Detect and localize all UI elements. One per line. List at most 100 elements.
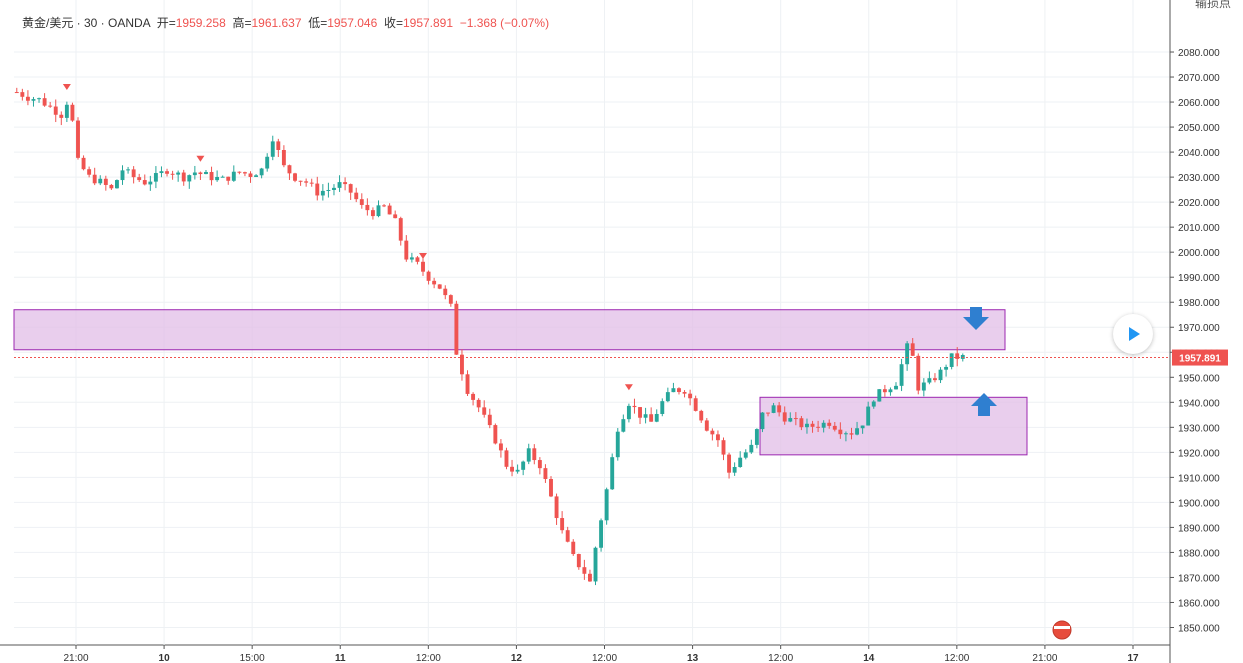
- candle-body: [137, 177, 142, 181]
- candle-body: [838, 429, 843, 435]
- candle-body: [348, 184, 353, 193]
- candle-body: [270, 141, 275, 157]
- x-tick-label: 21:00: [1032, 653, 1057, 663]
- close-label: 收=: [383, 16, 403, 30]
- candle-body: [432, 280, 437, 285]
- candle-body: [582, 567, 587, 574]
- candles: [14, 87, 965, 586]
- candle-body: [944, 366, 949, 370]
- event-flag-stripe: [1054, 626, 1070, 629]
- candle-body: [649, 414, 654, 422]
- candle-body: [387, 205, 392, 215]
- candle-body: [265, 156, 270, 169]
- candle-body: [226, 176, 231, 181]
- candle-body: [938, 369, 943, 381]
- candle-body: [699, 410, 704, 421]
- candle-body: [42, 98, 47, 106]
- candle-body: [599, 520, 604, 548]
- candle-body: [64, 104, 69, 118]
- candle-body: [910, 343, 915, 356]
- candle-body: [921, 382, 926, 391]
- candle-body: [409, 257, 414, 260]
- candle-body: [354, 192, 359, 200]
- candle-body: [359, 199, 364, 205]
- candle-body: [905, 343, 910, 365]
- candle-body: [204, 171, 208, 175]
- y-tick-label: 2050.000: [1178, 123, 1220, 134]
- candle-body: [916, 355, 921, 391]
- candle-body: [181, 172, 186, 182]
- candle-body: [114, 180, 119, 189]
- candle-body: [626, 405, 631, 420]
- candle-body: [843, 433, 848, 435]
- candle-body: [259, 168, 264, 176]
- x-tick-label: 11: [335, 653, 346, 663]
- y-tick-label: 2010.000: [1178, 223, 1220, 234]
- x-tick-label: 12:00: [592, 653, 617, 663]
- candle-body: [287, 165, 292, 174]
- candle-body: [209, 171, 214, 181]
- candle-body: [526, 448, 531, 462]
- candle-body: [888, 389, 893, 393]
- candle-body: [638, 407, 642, 418]
- candle-body: [693, 398, 698, 411]
- candle-body: [554, 496, 559, 519]
- y-tick-label: 1940.000: [1178, 398, 1220, 409]
- candle-body: [220, 176, 225, 178]
- chart-legend: 黄金/美元 · 30 · OANDA 开=1959.258 高=1961.637…: [22, 14, 549, 31]
- x-tick-label: 12:00: [416, 653, 441, 663]
- candle-body: [565, 530, 570, 542]
- candle-body: [153, 173, 158, 182]
- y-tick-label: 1920.000: [1178, 448, 1220, 459]
- candle-body: [298, 180, 303, 182]
- y-tick-label: 2000.000: [1178, 248, 1220, 259]
- candle-body: [832, 425, 837, 430]
- candle-body: [510, 466, 514, 472]
- x-tick-label: 13: [687, 653, 699, 663]
- candle-body: [604, 489, 609, 521]
- candle-body: [365, 204, 370, 211]
- candle-body: [855, 428, 860, 435]
- resistance-zone: [13, 309, 1006, 351]
- candle-body: [799, 418, 804, 428]
- candle-body: [198, 172, 203, 175]
- candle-body: [126, 169, 131, 171]
- candle-body: [304, 181, 309, 183]
- candle-body: [103, 178, 108, 185]
- candle-body: [437, 284, 442, 289]
- sell-marker: [62, 84, 71, 91]
- candle-body: [955, 353, 960, 359]
- candle-body: [393, 214, 398, 219]
- candle-body: [704, 420, 709, 431]
- candle-body: [176, 172, 181, 175]
- down-arrow-icon: [963, 307, 989, 330]
- candle-body: [337, 182, 342, 188]
- candle-body: [643, 414, 648, 418]
- candle-body: [25, 96, 30, 101]
- candle-body: [543, 468, 548, 479]
- high-value: 1961.637: [251, 16, 302, 30]
- candle-body: [587, 573, 592, 582]
- candle-body: [899, 364, 904, 386]
- candle-body: [860, 425, 865, 429]
- candle-body: [248, 173, 253, 177]
- candle-body: [482, 407, 487, 415]
- candle-body: [498, 443, 503, 451]
- scroll-to-realtime-button[interactable]: [1113, 314, 1153, 354]
- candle-body: [415, 257, 420, 262]
- candle-body: [293, 173, 297, 181]
- y-tick-label: 1910.000: [1178, 473, 1220, 484]
- last-price-badge: [1172, 349, 1228, 366]
- candle-body: [454, 303, 459, 355]
- candle-body: [515, 469, 520, 472]
- candle-body: [576, 554, 581, 568]
- candle-body: [927, 378, 932, 383]
- candle-body: [682, 392, 687, 394]
- candle-body: [960, 354, 965, 359]
- candle-body: [148, 181, 153, 185]
- candle-body: [615, 431, 620, 458]
- x-tick-label: 17: [1127, 653, 1139, 663]
- y-tick-label: 1990.000: [1178, 273, 1220, 284]
